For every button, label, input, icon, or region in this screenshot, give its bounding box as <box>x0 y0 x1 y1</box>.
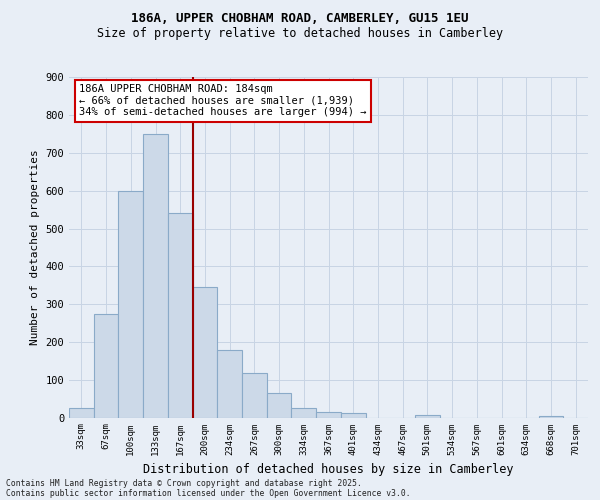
Bar <box>415 415 440 418</box>
X-axis label: Distribution of detached houses by size in Camberley: Distribution of detached houses by size … <box>143 463 514 476</box>
Bar <box>217 350 242 418</box>
Bar <box>341 412 365 418</box>
Bar <box>292 408 316 418</box>
Text: 186A, UPPER CHOBHAM ROAD, CAMBERLEY, GU15 1EU: 186A, UPPER CHOBHAM ROAD, CAMBERLEY, GU1… <box>131 12 469 26</box>
Bar <box>539 416 563 418</box>
Text: Contains public sector information licensed under the Open Government Licence v3: Contains public sector information licen… <box>6 488 410 498</box>
Bar <box>168 214 193 418</box>
Text: 186A UPPER CHOBHAM ROAD: 184sqm
← 66% of detached houses are smaller (1,939)
34%: 186A UPPER CHOBHAM ROAD: 184sqm ← 66% of… <box>79 84 367 117</box>
Y-axis label: Number of detached properties: Number of detached properties <box>30 150 40 346</box>
Bar <box>143 134 168 418</box>
Bar <box>316 412 341 418</box>
Bar <box>267 393 292 417</box>
Bar <box>118 191 143 418</box>
Text: Contains HM Land Registry data © Crown copyright and database right 2025.: Contains HM Land Registry data © Crown c… <box>6 478 362 488</box>
Bar <box>242 373 267 418</box>
Bar <box>69 408 94 418</box>
Bar <box>193 287 217 418</box>
Text: Size of property relative to detached houses in Camberley: Size of property relative to detached ho… <box>97 28 503 40</box>
Bar <box>94 314 118 418</box>
